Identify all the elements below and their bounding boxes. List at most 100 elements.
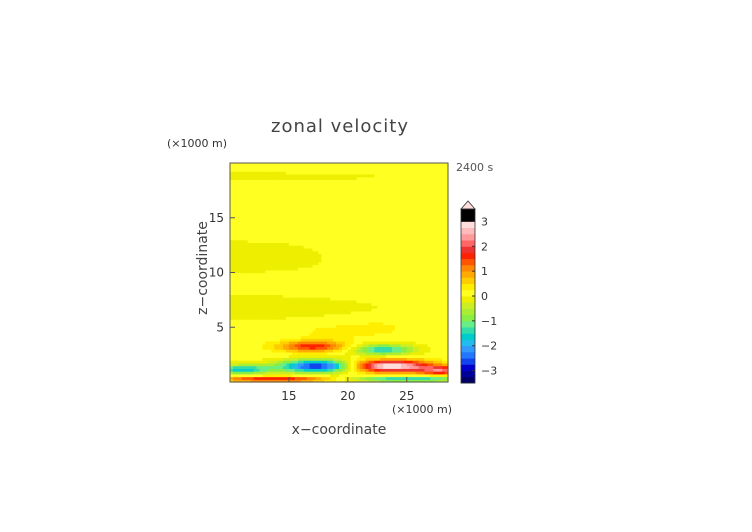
contour-cell [291, 195, 296, 200]
contour-cell [436, 217, 440, 222]
contour-cell [427, 261, 431, 265]
contour-cell [362, 313, 367, 317]
contour-cell [259, 294, 264, 298]
contour-cell [403, 324, 408, 328]
contour-cell [445, 236, 449, 241]
contour-cell [362, 371, 367, 375]
contour-cell [250, 368, 255, 372]
contour-cell [315, 354, 319, 358]
contour-cell [377, 253, 381, 257]
contour-cell [365, 267, 370, 271]
contour-cell [371, 324, 375, 328]
contour-cell [336, 242, 340, 246]
contour-cell [262, 272, 266, 276]
contour-cell [339, 261, 343, 265]
contour-cell [383, 368, 387, 372]
contour-cell [356, 250, 361, 254]
contour-cell [333, 310, 337, 315]
contour-cell [238, 223, 243, 227]
contour-cell [368, 327, 373, 331]
contour-cell [415, 280, 420, 285]
contour-cell [330, 250, 334, 254]
contour-cell [259, 258, 264, 263]
contour-cell [268, 212, 272, 216]
contour-cell [268, 223, 272, 227]
contour-cell [235, 236, 240, 241]
contour-cell [359, 277, 364, 282]
contour-cell [244, 346, 249, 350]
contour-cell [350, 231, 355, 235]
contour-cell [294, 275, 299, 279]
contour-cell [297, 206, 302, 211]
contour-cell [347, 310, 352, 315]
contour-cell [283, 305, 287, 309]
contour-cell [406, 321, 411, 326]
contour-cell [321, 223, 325, 227]
contour-cell [386, 220, 390, 224]
contour-cell [365, 335, 370, 339]
contour-cell [283, 231, 287, 235]
contour-cell [250, 354, 255, 358]
contour-cell [262, 258, 266, 263]
contour-cell [347, 351, 352, 356]
contour-cell [383, 217, 387, 222]
contour-cell [403, 338, 408, 342]
contour-cell [430, 201, 434, 205]
contour-cell [371, 346, 375, 350]
contour-cell [442, 373, 446, 378]
contour-cell [424, 376, 428, 380]
contour-cell [362, 220, 367, 224]
contour-cell [262, 368, 266, 372]
contour-cell [259, 201, 264, 205]
contour-cell [386, 357, 390, 361]
contour-cell [386, 310, 390, 315]
contour-cell [347, 302, 352, 306]
contour-cell [430, 280, 434, 285]
contour-cell [318, 250, 322, 254]
contour-cell [347, 220, 352, 224]
contour-cell [433, 357, 437, 361]
contour-cell [285, 223, 290, 227]
contour-cell [285, 376, 290, 380]
contour-cell [235, 308, 240, 312]
contour-cell [250, 217, 255, 222]
contour-cell [424, 236, 428, 241]
contour-cell [430, 247, 434, 252]
contour-cell [247, 272, 252, 276]
contour-cell [383, 310, 387, 315]
contour-cell [436, 223, 440, 227]
contour-cell [442, 310, 446, 315]
contour-cell [394, 332, 399, 337]
contour-cell [362, 291, 367, 295]
contour-cell [350, 261, 355, 265]
contour-cell [389, 362, 393, 367]
contour-cell [365, 376, 370, 380]
contour-cell [291, 313, 296, 317]
contour-cell [327, 223, 331, 227]
contour-cell [259, 313, 264, 317]
contour-cell [283, 319, 287, 323]
contour-cell [415, 261, 420, 265]
contour-cell [288, 283, 293, 287]
contour-cell [377, 299, 381, 304]
contour-cell [427, 349, 431, 353]
contour-cell [241, 343, 246, 348]
contour-cell [247, 212, 252, 216]
contour-cell [285, 308, 290, 312]
contour-cell [271, 212, 275, 216]
contour-cell [403, 327, 408, 331]
contour-cell [336, 297, 340, 301]
contour-cell [291, 239, 296, 243]
contour-cell [230, 354, 234, 358]
contour-cell [386, 362, 390, 367]
contour-cell [356, 220, 361, 224]
contour-cell [238, 264, 243, 268]
contour-cell [309, 272, 314, 276]
contour-cell [406, 231, 411, 235]
contour-cell [427, 351, 431, 356]
contour-cell [339, 354, 343, 358]
contour-cell [386, 354, 390, 358]
contour-cell [427, 294, 431, 298]
contour-cell [324, 283, 328, 287]
contour-cell [277, 297, 281, 301]
